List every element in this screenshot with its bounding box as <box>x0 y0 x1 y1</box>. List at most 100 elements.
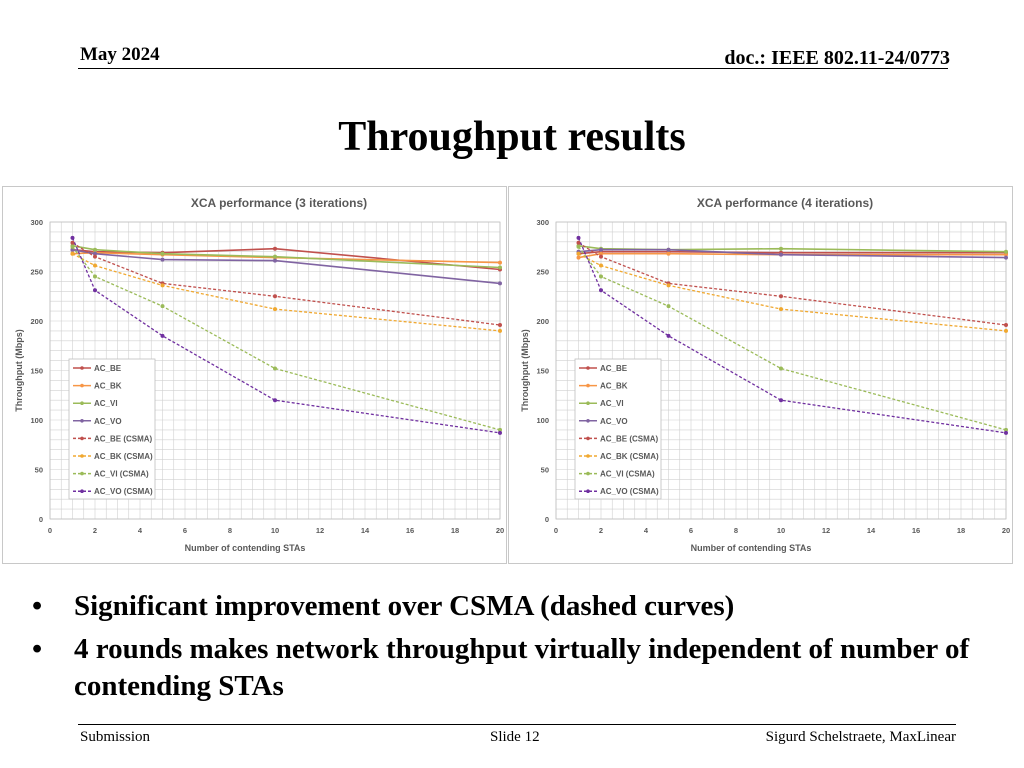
x-tick-label: 16 <box>912 526 920 535</box>
bullet-list: • Significant improvement over CSMA (dash… <box>32 588 992 711</box>
bullet-text: Significant improvement over CSMA (dashe… <box>74 590 735 622</box>
data-point <box>779 398 783 403</box>
x-axis-label: Number of contending STAs <box>185 543 306 553</box>
data-point <box>779 307 783 312</box>
data-point <box>576 251 581 256</box>
legend-label: AC_BK (CSMA) <box>94 452 153 461</box>
y-tick-label: 100 <box>536 416 549 425</box>
data-point <box>1004 328 1008 333</box>
x-tick-label: 10 <box>777 526 785 535</box>
data-point <box>599 247 603 252</box>
data-point <box>273 258 277 263</box>
legend-label: AC_VI (CSMA) <box>600 470 655 479</box>
data-point <box>576 235 581 240</box>
y-tick-label: 100 <box>30 416 43 425</box>
x-tick-label: 14 <box>867 526 876 535</box>
legend-marker <box>80 366 84 370</box>
x-tick-label: 16 <box>406 526 414 535</box>
data-point <box>70 235 75 240</box>
data-point <box>93 274 97 279</box>
data-point <box>666 283 671 288</box>
data-point <box>779 252 783 257</box>
data-point <box>93 247 97 252</box>
series-line <box>72 242 501 326</box>
legend-label: AC_BK <box>600 382 628 391</box>
data-point <box>273 294 277 299</box>
legend-label: AC_VI (CSMA) <box>94 470 149 479</box>
series-line <box>578 242 1007 326</box>
legend-label: AC_VO <box>600 417 628 426</box>
y-tick-label: 0 <box>39 515 43 524</box>
data-point <box>666 247 671 252</box>
data-point <box>599 251 603 256</box>
slide-title: Throughput results <box>338 114 686 160</box>
footer-divider <box>78 724 956 725</box>
x-tick-label: 6 <box>183 526 187 535</box>
x-tick-label: 2 <box>93 526 97 535</box>
legend-label: AC_VO <box>94 417 122 426</box>
x-tick-label: 14 <box>361 526 370 535</box>
legend-marker <box>80 419 84 423</box>
y-axis-label: Throughput (Mbps) <box>14 329 24 411</box>
data-point <box>599 274 603 279</box>
x-tick-label: 0 <box>48 526 52 535</box>
data-point <box>1004 427 1008 432</box>
x-tick-label: 4 <box>138 526 143 535</box>
legend-marker <box>586 471 590 476</box>
data-point <box>599 254 603 259</box>
data-point <box>498 430 502 435</box>
y-tick-label: 0 <box>545 515 549 524</box>
x-tick-label: 8 <box>734 526 738 535</box>
data-point <box>1004 430 1008 435</box>
data-point <box>666 304 671 309</box>
y-tick-label: 150 <box>536 367 549 376</box>
legend-marker <box>80 401 84 405</box>
data-point <box>498 281 502 286</box>
y-tick-label: 250 <box>30 268 43 277</box>
chart-grid <box>49 221 501 520</box>
x-tick-label: 18 <box>451 526 459 535</box>
header-divider <box>78 68 948 69</box>
data-point <box>273 307 277 312</box>
data-point <box>498 265 502 270</box>
bullet-item: • Significant improvement over CSMA (dash… <box>32 588 992 625</box>
legend-marker <box>80 454 84 458</box>
chart-3-iterations: XCA performance (3 iterations) 0 50 100 150 2… <box>2 186 507 564</box>
header-doc-id: doc.: IEEE 802.11-24/0773 <box>724 47 950 69</box>
data-point <box>160 304 165 309</box>
legend-marker <box>80 436 84 441</box>
y-tick-label: 150 <box>30 367 43 376</box>
plot-area-border <box>555 221 1007 520</box>
y-tick-label: 50 <box>35 466 43 475</box>
y-tick-label: 300 <box>536 218 549 227</box>
data-point <box>576 255 581 260</box>
x-tick-label: 2 <box>599 526 603 535</box>
legend-label: AC_VO (CSMA) <box>600 487 659 496</box>
x-axis-label: Number of contending STAs <box>691 543 812 553</box>
bullet-item: • 4 rounds makes network throughput virtu… <box>32 631 992 705</box>
data-point <box>779 294 783 299</box>
data-point <box>160 257 165 262</box>
x-tick-label: 12 <box>316 526 324 535</box>
header-date: May 2024 <box>80 44 160 65</box>
legend-marker <box>586 436 590 441</box>
x-tick-label: 18 <box>957 526 965 535</box>
data-point <box>779 366 783 371</box>
chart-legend: AC_BE AC_BK AC_VI AC_VO AC_BE (CSMA) AC_BK (C… <box>574 358 662 500</box>
x-tick-label: 6 <box>689 526 693 535</box>
y-tick-label: 300 <box>30 218 43 227</box>
bullet-dot: • <box>32 590 43 622</box>
x-tick-label: 8 <box>228 526 232 535</box>
x-tick-label: 12 <box>822 526 830 535</box>
legend-label: AC_VI <box>600 399 624 408</box>
footer-slide-number: Slide 12 <box>490 729 540 745</box>
y-axis-label: Throughput (Mbps) <box>520 329 530 411</box>
legend-label: AC_BE <box>600 364 628 373</box>
data-point <box>273 366 277 371</box>
plot-area-border <box>49 221 501 520</box>
legend-marker <box>586 366 590 370</box>
x-tick-label: 0 <box>554 526 558 535</box>
chart-4-iterations: XCA performance (4 iterations) 0 50 100 150 2… <box>508 186 1013 564</box>
data-point <box>1004 249 1008 254</box>
data-point <box>273 254 277 259</box>
